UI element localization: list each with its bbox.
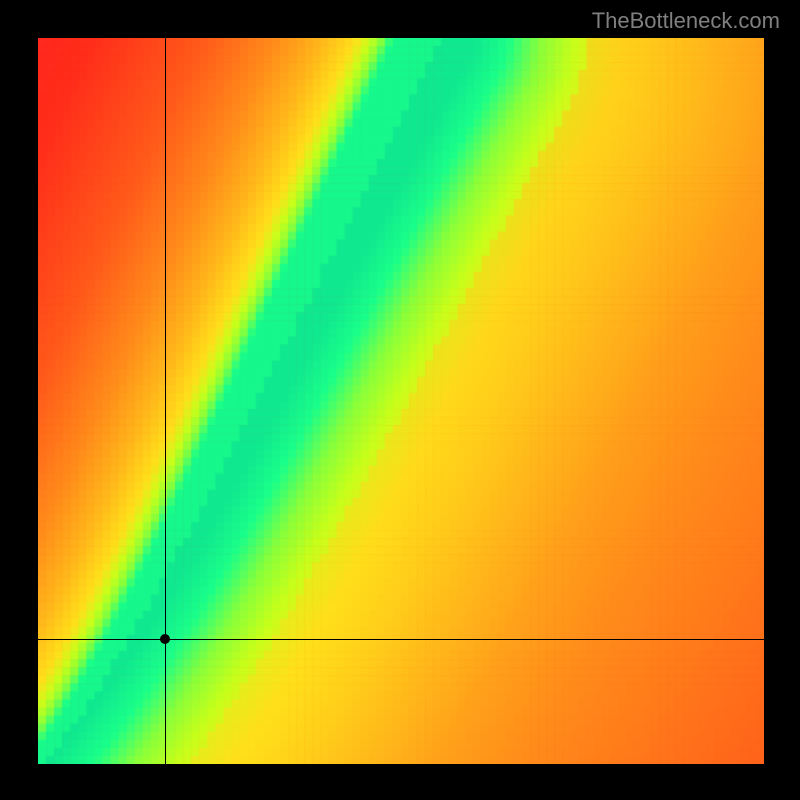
crosshair-vertical <box>165 38 166 764</box>
watermark-text: TheBottleneck.com <box>592 8 780 34</box>
crosshair-marker[interactable] <box>160 634 170 644</box>
crosshair-horizontal <box>38 639 764 640</box>
heatmap-plot-area <box>38 38 764 764</box>
heatmap-canvas <box>38 38 764 764</box>
